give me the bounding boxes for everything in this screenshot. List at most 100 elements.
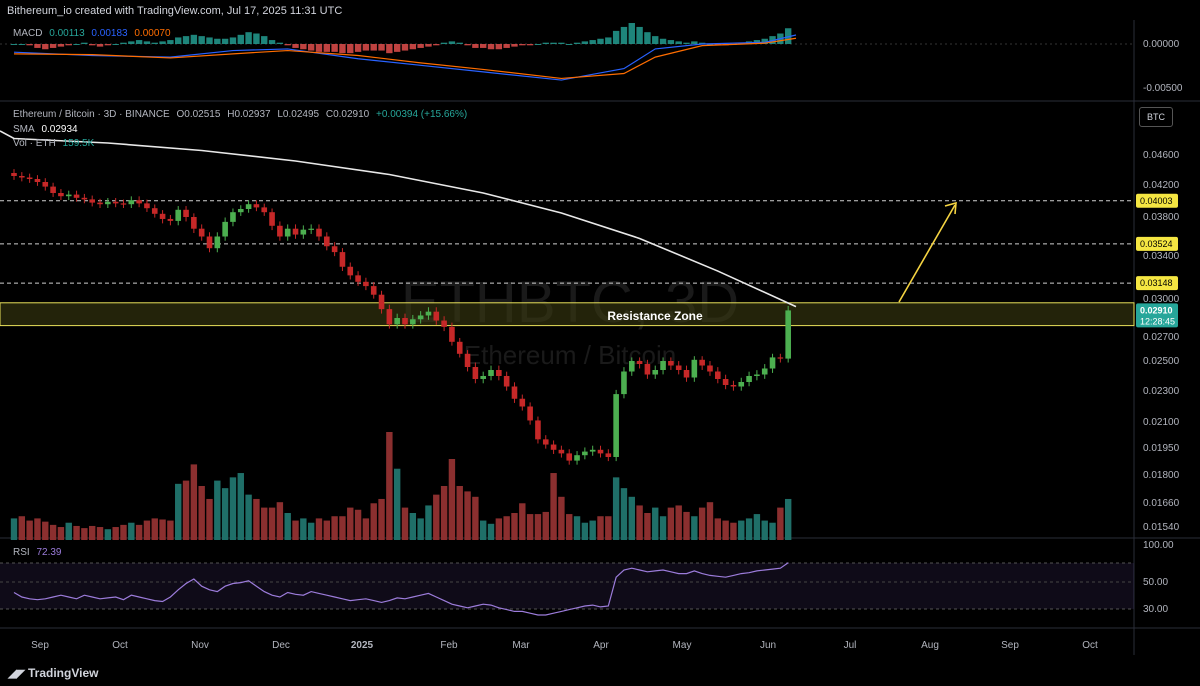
volume-bar <box>89 525 96 540</box>
macd-hist-bar <box>190 34 198 44</box>
volume-bar <box>620 488 628 540</box>
rsi-legend[interactable]: RSI 72.39 <box>13 547 65 558</box>
level-tag-label: 0.03148 <box>1140 278 1173 288</box>
volume-bar <box>143 520 151 540</box>
candle <box>707 365 713 372</box>
volume-bar <box>683 511 690 540</box>
macd-hist-bar <box>175 37 182 44</box>
candle <box>402 318 408 325</box>
candle <box>339 252 346 267</box>
time-tick-label: May <box>673 640 692 651</box>
candle <box>316 228 322 237</box>
macd-legend[interactable]: MACD 0.00113 0.00183 0.00070 <box>13 28 175 39</box>
time-axis: Sep Oct Nov Dec 2025 Feb Mar Apr May Jun Jul Aug Sep… <box>31 640 1098 651</box>
macd-hist-bar <box>221 38 229 44</box>
macd-hist-bar <box>409 44 417 50</box>
level-tag <box>1136 236 1178 251</box>
macd-hist-bar <box>73 44 80 45</box>
candle <box>19 176 25 178</box>
candle <box>81 197 88 200</box>
tradingview-logo-icon: ◢◤ <box>8 668 28 680</box>
volume-bar <box>167 520 174 540</box>
horizontal-levels <box>0 200 1134 284</box>
macd-hist-bar <box>425 44 432 47</box>
volume-bar <box>730 522 737 540</box>
candle <box>97 202 103 205</box>
volume-bar <box>675 505 682 540</box>
macd-hist-bar <box>503 44 510 48</box>
candle <box>159 213 166 219</box>
sma-value: 0.02934 <box>41 124 78 135</box>
sma-legend[interactable]: SMA 0.02934 <box>13 124 82 135</box>
candle <box>120 203 127 205</box>
candle <box>542 439 549 445</box>
volume-bar <box>151 518 158 540</box>
macd-hist-bar <box>511 44 518 47</box>
volume-bar <box>519 503 526 540</box>
candle <box>277 225 283 237</box>
volume-bar <box>652 507 659 540</box>
macd-value-hist: 0.00113 <box>49 28 85 39</box>
time-tick-label: Dec <box>272 640 290 651</box>
candle <box>574 455 580 461</box>
volume-bar <box>10 518 18 540</box>
candle <box>761 368 768 375</box>
macd-hist-bar <box>784 28 792 44</box>
ohlc-change: +0.00394 (+15.66%) <box>376 109 468 120</box>
macd-hist-bar <box>112 44 119 45</box>
candle <box>253 204 260 208</box>
macd-hist-bar <box>566 44 573 45</box>
candle <box>597 449 604 454</box>
volume-bar <box>229 477 237 540</box>
volume-bar <box>386 432 393 540</box>
target-arrow[interactable] <box>898 204 956 303</box>
candle <box>11 173 17 176</box>
symbol-legend[interactable]: Ethereum / Bitcoin · 3D · BINANCE O0.025… <box>13 109 471 120</box>
candle <box>535 420 541 440</box>
volume-bar <box>323 520 330 540</box>
volume-bar <box>753 514 761 540</box>
volume-bar <box>769 522 776 540</box>
macd-hist-bar <box>393 44 401 52</box>
candle <box>636 361 643 364</box>
volume-label: Vol · ETH <box>13 138 56 149</box>
macd-hist-bar <box>151 42 158 44</box>
volume-bar <box>120 524 127 540</box>
macd-hist-bar <box>268 40 276 44</box>
volume-bar <box>597 516 604 540</box>
macd-hist-bar <box>526 44 534 46</box>
arrow-head-icon <box>944 201 957 215</box>
volume-bar <box>401 507 409 540</box>
volume-legend[interactable]: Vol · ETH 159.5K <box>13 138 98 149</box>
rsi-tick-label: 30.00 <box>1143 604 1168 615</box>
macd-hist-bar <box>120 42 127 44</box>
candle <box>292 228 299 235</box>
candle <box>644 364 651 375</box>
macd-hist-bar <box>534 44 542 45</box>
macd-hist-bar <box>89 44 96 46</box>
tradingview-logo[interactable]: ◢◤ TradingView <box>8 666 98 680</box>
currency-button[interactable]: BTC <box>1139 107 1173 127</box>
macd-hist-bar <box>472 44 479 48</box>
candle <box>496 370 502 376</box>
macd-hist-bar <box>276 42 284 44</box>
macd-hist-bar <box>386 44 393 54</box>
candle <box>715 371 721 379</box>
candle <box>284 228 291 237</box>
macd-hist-bar <box>464 44 471 46</box>
time-tick-label: Oct <box>1082 640 1098 651</box>
candle <box>26 177 33 179</box>
candle <box>613 394 619 457</box>
macd-hist-bar <box>456 42 463 44</box>
candle <box>324 236 330 247</box>
macd-hist-bar <box>339 44 346 54</box>
candle <box>370 286 377 295</box>
volume-bar <box>573 516 581 540</box>
volume-bar <box>550 473 557 540</box>
candle <box>746 376 752 382</box>
macd-hist-bar <box>167 40 174 44</box>
resistance-zone[interactable] <box>0 302 1135 327</box>
volume-bar <box>480 520 487 540</box>
macd-hist-bar <box>448 41 456 44</box>
